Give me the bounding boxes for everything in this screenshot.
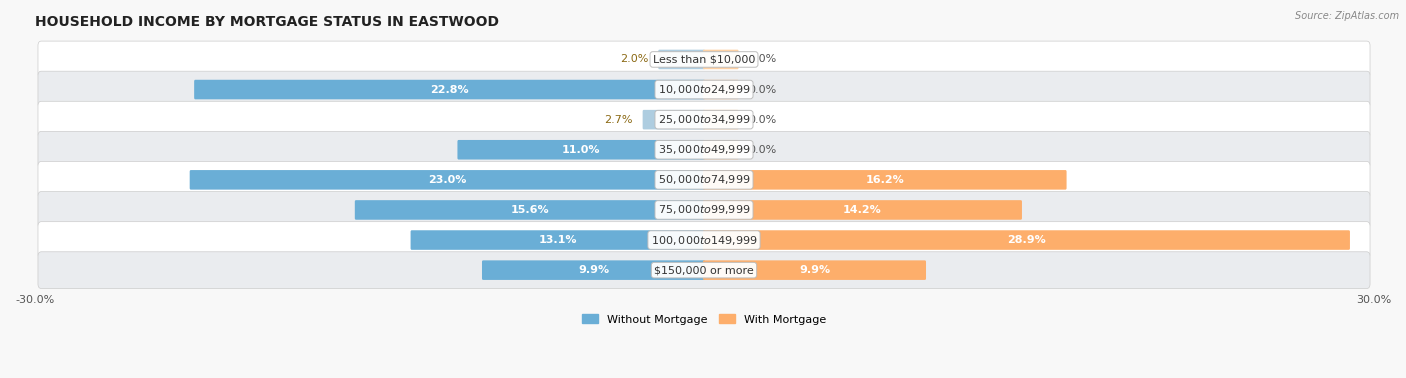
Text: 2.0%: 2.0% — [620, 54, 648, 65]
FancyBboxPatch shape — [658, 50, 706, 69]
FancyBboxPatch shape — [703, 110, 738, 129]
Legend: Without Mortgage, With Mortgage: Without Mortgage, With Mortgage — [576, 310, 831, 329]
FancyBboxPatch shape — [190, 170, 706, 190]
Text: $75,000 to $99,999: $75,000 to $99,999 — [658, 203, 751, 217]
FancyBboxPatch shape — [703, 200, 1022, 220]
Text: 0.0%: 0.0% — [748, 85, 778, 94]
FancyBboxPatch shape — [482, 260, 706, 280]
Text: 0.0%: 0.0% — [748, 54, 778, 65]
Text: Less than $10,000: Less than $10,000 — [652, 54, 755, 65]
FancyBboxPatch shape — [703, 230, 1350, 250]
FancyBboxPatch shape — [38, 252, 1369, 288]
FancyBboxPatch shape — [354, 200, 706, 220]
Text: 16.2%: 16.2% — [865, 175, 904, 185]
FancyBboxPatch shape — [703, 170, 1067, 190]
Text: $10,000 to $24,999: $10,000 to $24,999 — [658, 83, 751, 96]
FancyBboxPatch shape — [457, 140, 706, 160]
Text: $25,000 to $34,999: $25,000 to $34,999 — [658, 113, 751, 126]
FancyBboxPatch shape — [38, 101, 1369, 138]
FancyBboxPatch shape — [703, 140, 738, 160]
Text: $150,000 or more: $150,000 or more — [654, 265, 754, 275]
Text: Source: ZipAtlas.com: Source: ZipAtlas.com — [1295, 11, 1399, 21]
Text: 14.2%: 14.2% — [844, 205, 882, 215]
Text: 11.0%: 11.0% — [562, 145, 600, 155]
FancyBboxPatch shape — [411, 230, 706, 250]
Text: 0.0%: 0.0% — [748, 145, 778, 155]
FancyBboxPatch shape — [38, 71, 1369, 108]
Text: $100,000 to $149,999: $100,000 to $149,999 — [651, 234, 758, 246]
Text: 15.6%: 15.6% — [510, 205, 550, 215]
Text: $50,000 to $74,999: $50,000 to $74,999 — [658, 174, 751, 186]
FancyBboxPatch shape — [38, 222, 1369, 259]
Text: 2.7%: 2.7% — [605, 115, 633, 125]
Text: 9.9%: 9.9% — [799, 265, 830, 275]
FancyBboxPatch shape — [703, 260, 927, 280]
Text: 13.1%: 13.1% — [538, 235, 576, 245]
Text: 0.0%: 0.0% — [748, 115, 778, 125]
FancyBboxPatch shape — [38, 41, 1369, 78]
Text: $35,000 to $49,999: $35,000 to $49,999 — [658, 143, 751, 156]
FancyBboxPatch shape — [194, 80, 706, 99]
FancyBboxPatch shape — [703, 50, 738, 69]
Text: 22.8%: 22.8% — [430, 85, 470, 94]
Text: 9.9%: 9.9% — [578, 265, 609, 275]
FancyBboxPatch shape — [38, 132, 1369, 168]
FancyBboxPatch shape — [703, 80, 738, 99]
FancyBboxPatch shape — [643, 110, 706, 129]
FancyBboxPatch shape — [38, 161, 1369, 198]
FancyBboxPatch shape — [38, 192, 1369, 228]
Text: 28.9%: 28.9% — [1007, 235, 1046, 245]
Text: HOUSEHOLD INCOME BY MORTGAGE STATUS IN EASTWOOD: HOUSEHOLD INCOME BY MORTGAGE STATUS IN E… — [35, 15, 499, 29]
Text: 23.0%: 23.0% — [429, 175, 467, 185]
